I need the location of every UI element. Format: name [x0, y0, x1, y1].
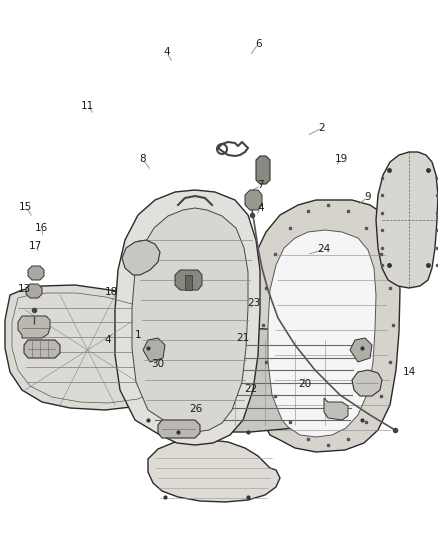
- Polygon shape: [115, 190, 260, 445]
- Polygon shape: [376, 152, 438, 288]
- Text: 16: 16: [35, 223, 48, 233]
- Text: 13: 13: [18, 284, 31, 294]
- Text: 4: 4: [104, 335, 111, 344]
- Polygon shape: [245, 190, 262, 210]
- Polygon shape: [26, 284, 42, 298]
- Polygon shape: [158, 420, 200, 438]
- Polygon shape: [5, 285, 178, 410]
- Text: 2: 2: [318, 123, 325, 133]
- Polygon shape: [24, 340, 60, 358]
- Polygon shape: [350, 338, 372, 362]
- Polygon shape: [148, 440, 280, 502]
- Polygon shape: [18, 316, 50, 338]
- Polygon shape: [122, 240, 160, 275]
- Polygon shape: [28, 266, 44, 280]
- Polygon shape: [175, 270, 202, 290]
- Text: 26: 26: [190, 405, 203, 414]
- Text: 23: 23: [247, 298, 261, 308]
- Text: 30: 30: [151, 359, 164, 368]
- Text: 8: 8: [139, 154, 146, 164]
- Text: 6: 6: [255, 39, 262, 49]
- Text: 4: 4: [257, 203, 264, 213]
- Text: 18: 18: [105, 287, 118, 297]
- Text: 9: 9: [364, 192, 371, 202]
- Text: 17: 17: [29, 241, 42, 251]
- Text: 20: 20: [298, 379, 311, 389]
- Polygon shape: [352, 370, 382, 396]
- Text: 4: 4: [163, 47, 170, 57]
- Text: 22: 22: [244, 384, 257, 394]
- Polygon shape: [138, 328, 362, 432]
- Polygon shape: [143, 338, 165, 362]
- Text: 1: 1: [134, 330, 141, 340]
- Text: 21: 21: [237, 334, 250, 343]
- Text: 19: 19: [335, 154, 348, 164]
- Text: 7: 7: [257, 181, 264, 190]
- Polygon shape: [246, 200, 400, 452]
- Polygon shape: [268, 230, 376, 437]
- Text: 11: 11: [81, 101, 94, 110]
- Polygon shape: [324, 398, 348, 420]
- Polygon shape: [132, 208, 248, 432]
- Polygon shape: [256, 156, 270, 184]
- Text: 14: 14: [403, 367, 416, 377]
- Text: 15: 15: [19, 202, 32, 212]
- Polygon shape: [185, 275, 192, 290]
- Text: 24: 24: [318, 245, 331, 254]
